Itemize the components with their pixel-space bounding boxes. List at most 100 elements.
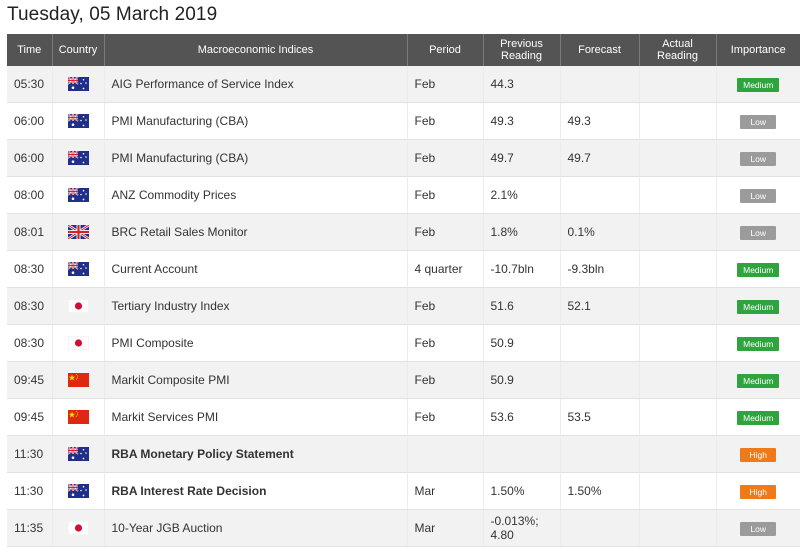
time-cell: 09:45 [7,398,53,436]
importance-cell: Low [716,102,800,140]
actual-cell [639,398,717,436]
previous-value: -0.013%; [490,514,539,528]
country-cell [52,509,105,547]
table-row[interactable]: 06:00 PMI Manufacturing (CBA) Feb 49.3 4… [7,102,800,140]
forecast-cell: 52.1 [560,287,640,325]
previous-value: 50.9 [490,373,514,387]
previous-cell: -0.013%; 4.80 [483,509,561,547]
table-row[interactable]: 11:30 RBA Interest Rate Decision Mar 1.5… [7,472,800,510]
indicator-cell[interactable]: Tertiary Industry Index [104,287,408,325]
indicator-cell[interactable]: Markit Composite PMI [104,361,408,399]
period-cell: Feb [407,139,484,177]
forecast-cell [560,435,640,473]
table-row[interactable]: 08:01 BRC Retail Sales Monitor Feb 1.8% … [7,213,800,251]
australia-flag-icon [67,446,89,462]
previous-value: 49.3 [490,114,514,128]
time-cell: 05:30 [7,66,53,103]
actual-cell [639,287,717,325]
country-cell [52,66,105,103]
column-header-importance[interactable]: Importance [716,34,800,66]
table-row[interactable]: 08:30 Tertiary Industry Index Feb 51.6 5… [7,287,800,325]
time-cell: 11:30 [7,435,53,473]
indicator-cell[interactable]: Current Account [104,250,408,288]
time-cell: 11:30 [7,472,53,510]
japan-flag-icon [67,299,89,314]
column-header-actual[interactable]: Actual Reading [639,34,717,66]
previous-cell: 1.8% [483,213,561,251]
australia-flag-icon [67,113,89,129]
table-row[interactable]: 11:35 10-Year JGB Auction Mar -0.013%; 4.… [7,509,800,547]
column-header-actual-line2: Reading [657,50,698,62]
table-row[interactable]: 09:45 Markit Services PMI Feb 53.6 53.5 … [7,398,800,436]
time-cell: 08:30 [7,324,53,362]
importance-badge: Medium [737,299,780,314]
period-cell: Feb [407,361,484,399]
australia-flag-icon [67,150,89,166]
importance-cell: Low [716,213,800,251]
previous-cell: 50.9 [483,324,561,362]
importance-badge: High [740,484,777,499]
time-cell: 08:30 [7,287,53,325]
previous-cell: 50.9 [483,361,561,399]
previous-value: 50.9 [490,336,514,350]
column-header-previous-line2: Reading [501,50,542,62]
column-header-forecast[interactable]: Forecast [560,34,640,66]
table-row[interactable]: 08:00 ANZ Commodity Prices Feb 2.1% Low [7,176,800,214]
forecast-cell: 0.1% [560,213,640,251]
period-cell: 4 quarter [407,250,484,288]
column-header-indices[interactable]: Macroeconomic Indices [104,34,408,66]
importance-cell: Low [716,509,800,547]
time-cell: 08:01 [7,213,53,251]
indicator-cell[interactable]: 10-Year JGB Auction [104,509,408,547]
forecast-cell [560,66,640,103]
country-cell [52,435,105,473]
column-header-country[interactable]: Country [52,34,105,66]
column-header-time[interactable]: Time [7,34,53,66]
forecast-cell: -9.3bln [560,250,640,288]
indicator-cell[interactable]: PMI Manufacturing (CBA) [104,139,408,177]
importance-badge: Medium [737,77,780,92]
importance-badge: Low [740,151,777,166]
importance-badge: Low [740,188,777,203]
time-cell: 08:30 [7,250,53,288]
country-cell [52,287,105,325]
indicator-cell[interactable]: Markit Services PMI [104,398,408,436]
table-row[interactable]: 08:30 Current Account 4 quarter -10.7bln… [7,250,800,288]
indicator-cell[interactable]: RBA Monetary Policy Statement [104,435,408,473]
previous-cell: 49.7 [483,139,561,177]
period-cell [407,435,484,473]
importance-badge: Medium [737,262,780,277]
indicator-cell[interactable]: ANZ Commodity Prices [104,176,408,214]
importance-cell: Medium [716,287,800,325]
table-row[interactable]: 06:00 PMI Manufacturing (CBA) Feb 49.7 4… [7,139,800,177]
indicator-cell[interactable]: AIG Performance of Service Index [104,66,408,103]
table-row[interactable]: 05:30 AIG Performance of Service Index F… [7,66,800,103]
actual-cell [639,472,717,510]
country-cell [52,324,105,362]
column-header-period[interactable]: Period [407,34,484,66]
page-title: Tuesday, 05 March 2019 [7,4,218,25]
indicator-cell[interactable]: PMI Manufacturing (CBA) [104,102,408,140]
importance-cell: Medium [716,324,800,362]
actual-cell [639,102,717,140]
indicator-cell[interactable]: RBA Interest Rate Decision [104,472,408,510]
period-cell: Feb [407,213,484,251]
japan-flag-icon [67,336,89,351]
actual-cell [639,509,717,547]
indicator-cell[interactable]: PMI Composite [104,324,408,362]
previous-value: 51.6 [490,299,514,313]
table-row[interactable]: 11:30 RBA Monetary Policy Statement High [7,435,800,473]
column-header-previous[interactable]: Previous Reading [483,34,561,66]
importance-badge: Low [740,225,777,240]
forecast-cell [560,509,640,547]
uk-flag-icon [66,224,90,241]
indicator-cell[interactable]: BRC Retail Sales Monitor [104,213,408,251]
table-header-row: Time Country Macroeconomic Indices Perio… [7,34,800,66]
actual-cell [639,324,717,362]
previous-value-line2: 4.80 [490,528,514,542]
table-row[interactable]: 08:30 PMI Composite Feb 50.9 Medium [7,324,800,362]
table-row[interactable]: 09:45 Markit Composite PMI Feb 50.9 Medi… [7,361,800,399]
previous-value: -10.7bln [490,262,534,276]
previous-cell: 2.1% [483,176,561,214]
previous-value: 49.7 [490,151,514,165]
